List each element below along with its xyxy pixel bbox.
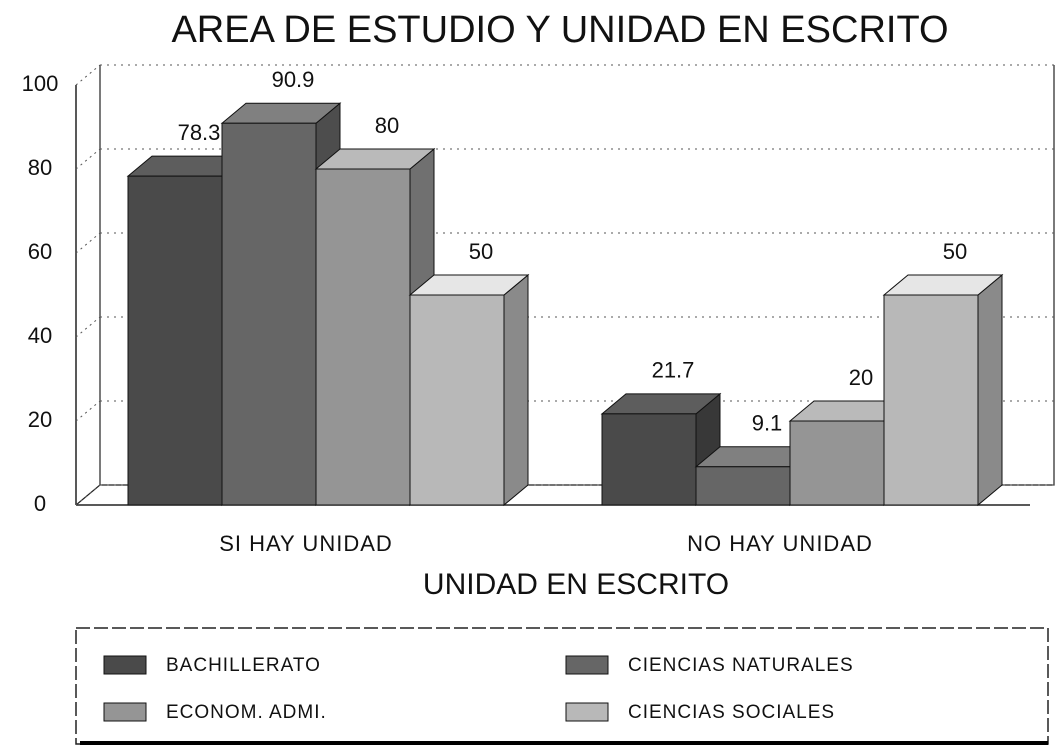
bar [408, 273, 530, 507]
bar-front [127, 175, 223, 506]
y-tick-label: 20 [28, 407, 52, 432]
legend-swatch [565, 655, 609, 675]
x-tick-label: NO HAY UNIDAD [687, 531, 873, 556]
y-tick-label: 80 [28, 155, 52, 180]
value-label: 21.7 [652, 358, 695, 383]
grid-line [75, 316, 1054, 338]
y-tick-label: 60 [28, 239, 52, 264]
bar-front [695, 466, 791, 506]
bar [882, 273, 1004, 507]
legend-swatch [103, 702, 147, 722]
grid-line-side [75, 316, 101, 338]
grid-line [75, 64, 1054, 86]
bar-front [883, 294, 979, 506]
value-label: 50 [943, 239, 967, 264]
bar-front [315, 168, 411, 506]
x-tick-label: SI HAY UNIDAD [219, 531, 393, 556]
y-tick-label: 0 [34, 491, 46, 516]
value-label: 50 [469, 239, 493, 264]
bar-side [503, 273, 529, 507]
bar-front [601, 413, 697, 506]
bar-front [409, 294, 505, 506]
legend-swatch [103, 655, 147, 675]
value-label: 90.9 [272, 67, 315, 92]
legend-label: ECONOM. ADMI. [166, 702, 327, 723]
value-label: 80 [375, 113, 399, 138]
value-label: 9.1 [752, 411, 783, 436]
bar-front [789, 420, 885, 506]
y-tick-label: 40 [28, 323, 52, 348]
value-label: 78.3 [178, 120, 221, 145]
grid-line-side [75, 64, 101, 86]
legend-label: CIENCIAS SOCIALES [628, 702, 835, 723]
legend-swatch [565, 702, 609, 722]
bar-side [977, 273, 1003, 507]
grid-line [75, 148, 1054, 170]
legend-box [75, 627, 1049, 745]
grid-line [75, 400, 1054, 422]
value-label: 20 [849, 365, 873, 390]
bar-front [221, 122, 317, 506]
grid-line [75, 484, 1054, 506]
grid-line-side [75, 400, 101, 422]
bar [600, 392, 722, 507]
y-tick-label: 100 [22, 71, 59, 96]
chart-title: AREA DE ESTUDIO Y UNIDAD EN ESCRITO [171, 9, 948, 51]
grid-line-side [75, 148, 101, 170]
grid-line-side [75, 232, 101, 254]
x-axis-title: UNIDAD EN ESCRITO [423, 568, 729, 601]
legend-label: BACHILLERATO [166, 655, 321, 676]
grid-line [75, 232, 1054, 254]
legend-label: CIENCIAS NATURALES [628, 655, 854, 676]
